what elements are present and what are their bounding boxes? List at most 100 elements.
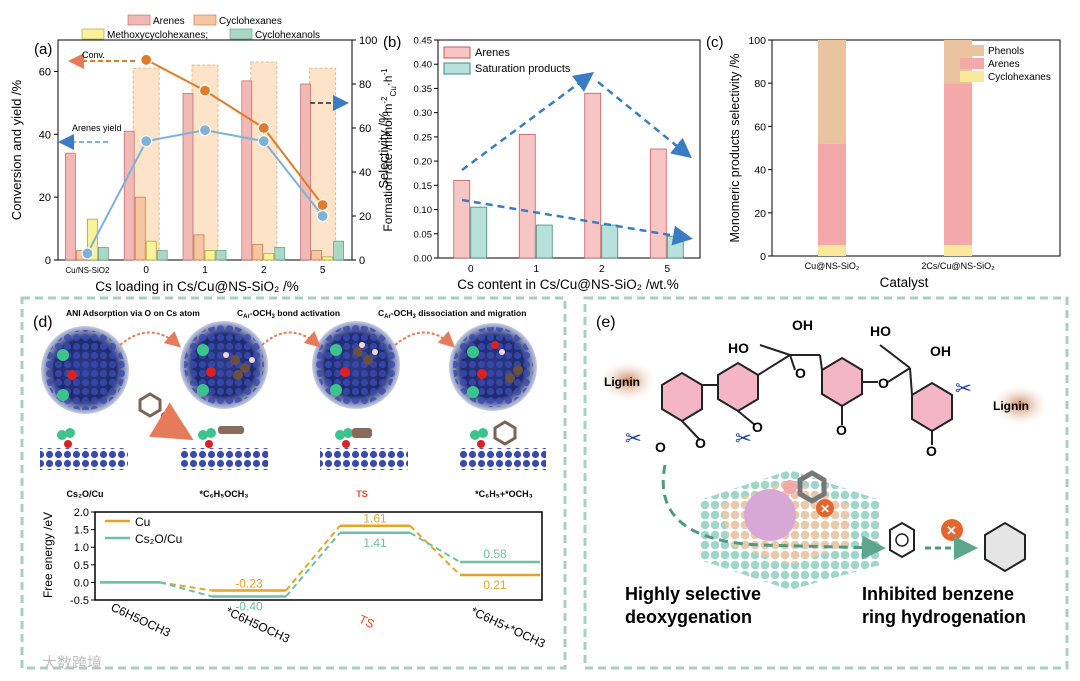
- lignin-blob-right: [990, 383, 1050, 427]
- c-xtick: 2Cs/Cu@NS-SiO₂: [921, 261, 995, 271]
- a-ytick-right: 60: [359, 123, 371, 135]
- point-yield: [316, 209, 329, 223]
- legend-cyclohexanes: Cyclohexanes: [219, 16, 282, 27]
- label-cs-ads: -0.40: [235, 599, 263, 613]
- b-ytick: 0.45: [414, 36, 433, 47]
- b-ytick: 0.35: [414, 84, 433, 95]
- panel-c-chart: (c) 0 20 40 60 80 100 Cu@NS-SiO₂ 2Cs/Cu@NS-SiO₂…: [706, 34, 1061, 290]
- b-xtick: 0: [468, 264, 474, 275]
- a-xtick: 5: [320, 265, 326, 276]
- label-cs-ts: 1.41: [363, 536, 387, 550]
- legend-swatch-c-cyclohexanes: [960, 71, 984, 82]
- a-ytick-right: 20: [359, 211, 371, 223]
- b-ytick: 0.40: [414, 60, 433, 71]
- anisole-molecule: [138, 392, 194, 441]
- connector-cu: [409, 525, 461, 576]
- panel-b-label: (b): [383, 34, 401, 51]
- bar-saturation: [601, 224, 619, 259]
- group-ho-1: HO: [728, 340, 749, 356]
- legend-b-saturation: Saturation products: [475, 63, 571, 75]
- point-yield: [140, 135, 153, 148]
- line-conv: [145, 58, 324, 206]
- catalyst-surface: ✕: [700, 470, 880, 590]
- ring-2: [717, 361, 759, 413]
- block-icon: [816, 499, 834, 517]
- legend-b-arenes: Arenes: [475, 47, 510, 59]
- top-view-dissociated: [449, 323, 537, 411]
- panel-d-label: (d): [33, 314, 53, 331]
- a-xtick: 2: [261, 265, 267, 276]
- bar-cyclohexanols: [333, 240, 344, 261]
- legend-arenes: Arenes: [153, 16, 185, 27]
- b-ytick: 0.00: [414, 254, 433, 265]
- panel-e: (e) Lignin Lignin HO OH HO: [583, 296, 1069, 670]
- bar-cyclohexanes: [134, 196, 146, 261]
- group-o-methoxy-3: O: [836, 422, 847, 438]
- b-ytick: 0.30: [414, 108, 433, 119]
- panel-b-xlabel: Cs content in Cs/Cu@NS-SiO₂ /wt.%: [457, 277, 679, 292]
- bar-cyclohexanols: [274, 247, 286, 261]
- panel-c-axes: [771, 39, 1061, 257]
- shaded-bar: [309, 67, 337, 261]
- energy-legend: Cu Cs₂O/Cu: [105, 515, 182, 546]
- caption-left-2: deoxygenation: [625, 607, 752, 627]
- b-xtick: 1: [533, 264, 539, 275]
- c-ytick: 20: [754, 208, 766, 220]
- blocked-icon: [941, 519, 963, 541]
- cs-atom: [744, 489, 796, 541]
- connector-cu: [285, 525, 341, 592]
- panel-c-xlabel: Catalyst: [880, 275, 929, 290]
- bar-cyclohexanes: [193, 234, 205, 261]
- d-ytick: 2.0: [74, 507, 89, 519]
- flow-arrow: [661, 464, 886, 560]
- bar-arenes: [518, 134, 536, 259]
- bar-arenes: [453, 180, 471, 259]
- shaded-bar: [250, 61, 278, 261]
- a-xtick: 1: [202, 265, 208, 276]
- b-ytick: 0.15: [414, 181, 433, 192]
- energy-diagram: -0.5 0.0 0.5 1.0 1.5 2.0 -0.23 -0.40 1.61 1.41 0.5…: [70, 507, 543, 613]
- legend-cyclohexanols: Cyclohexanols: [255, 30, 320, 41]
- group-o-ether-2: O: [795, 365, 806, 381]
- struct-label-3: TS: [356, 489, 368, 499]
- stack-cyclohexanes: [818, 245, 846, 256]
- energy-axes: [94, 511, 543, 601]
- legend-cu: Cu: [135, 515, 150, 529]
- side-views: [40, 420, 546, 470]
- connector-cs: [285, 532, 341, 598]
- bar-methoxycyclohexanes: [204, 250, 216, 261]
- connector-cu: [159, 581, 213, 592]
- ring-3: [821, 356, 863, 408]
- a-xtick: Cu/NS-SiO2: [65, 266, 110, 275]
- bar-cyclohexanols: [98, 247, 109, 261]
- svg-text:✂: ✂: [625, 428, 642, 450]
- d-ytick: 1.0: [74, 542, 89, 554]
- a-ytick: 60: [39, 66, 51, 78]
- step-arrow-2: [261, 331, 321, 348]
- b-xtick: 5: [664, 264, 670, 275]
- label-cu-ads: -0.23: [235, 576, 263, 590]
- d-ytick: 0.0: [74, 577, 89, 589]
- legend-c-cyclohexanes: Cyclohexanes: [988, 72, 1051, 83]
- xcat-4: *C6H5+*OCH3: [469, 604, 548, 651]
- trend-arrow-up: [461, 72, 595, 172]
- step-title-1: ANI Adsorption via O on Cs atom: [66, 308, 200, 318]
- b-ytick: 0.05: [414, 229, 433, 240]
- benzene-to-cyclohexane: ✕: [889, 519, 1026, 573]
- legend-c-arenes: Arenes: [988, 59, 1020, 70]
- svg-text:✂: ✂: [735, 428, 752, 450]
- ring-4: [911, 381, 953, 433]
- panel-a-chart: (a) Arenes Cyclohexanes Methoxycyclohexa…: [9, 14, 391, 294]
- bar-methoxycyclohexanes: [87, 218, 98, 261]
- a-xtick: 0: [143, 265, 149, 276]
- c-xtick: Cu@NS-SiO₂: [805, 261, 860, 271]
- benzene-icon: [889, 521, 915, 559]
- d-ytick: 1.5: [74, 525, 89, 537]
- bar-cyclohexanes: [252, 243, 264, 261]
- legend-swatch-methoxy: [81, 28, 105, 40]
- panel-a-label: (a): [34, 41, 52, 58]
- b-xtick: 2: [599, 264, 605, 275]
- d-ytick: 0.5: [74, 560, 89, 572]
- a-ytick: 0: [45, 255, 51, 267]
